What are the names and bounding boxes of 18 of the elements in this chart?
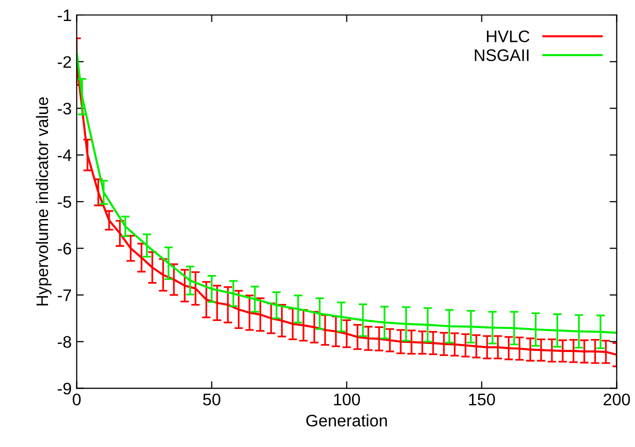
y-tick-label: -5 [58,196,72,208]
x-tick-label: 150 [469,394,495,406]
x-tick-label: 100 [334,394,360,406]
x-tick-label: 200 [604,394,630,406]
y-tick-label: -9 [58,382,72,395]
y-tick-label: -3 [58,102,72,115]
legend-label: NSGAII [474,49,528,62]
legend-label: HVLC [486,30,530,42]
x-tick-label: 50 [203,394,220,406]
y-tick-label: -2 [58,56,72,68]
y-tick-label: -6 [58,242,72,255]
y-tick-label: -8 [58,336,72,348]
y-tick-label: -4 [58,150,72,162]
y-tick-label: -1 [58,10,72,22]
x-tick-label: 0 [72,394,81,406]
y-tick-label: -7 [58,290,72,302]
y-axis-title: Hypervolume indicator value [36,97,52,306]
x-axis-title: Generation [306,414,387,426]
